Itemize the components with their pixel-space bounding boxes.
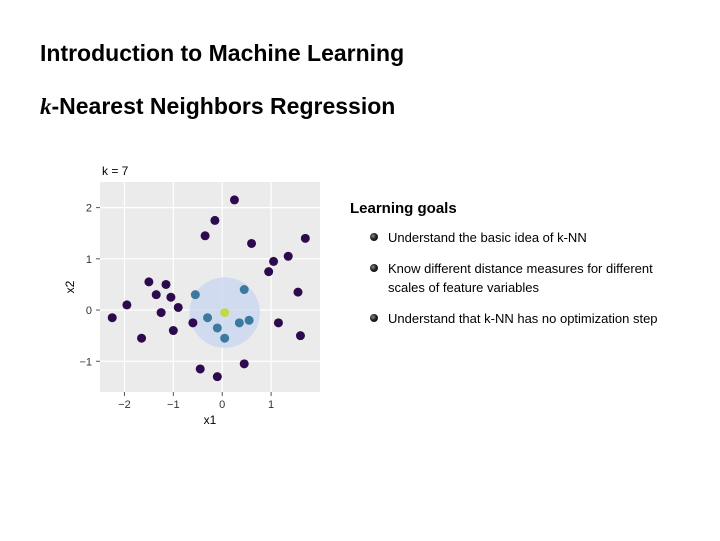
title-k: k (40, 94, 52, 119)
svg-text:x1: x1 (204, 413, 217, 427)
page-title-1: Introduction to Machine Learning (40, 40, 680, 67)
page-title-2: k-Nearest Neighbors Regression (40, 93, 680, 120)
svg-text:2: 2 (86, 203, 92, 215)
svg-text:1: 1 (86, 254, 92, 266)
svg-text:0: 0 (219, 399, 225, 411)
knn-scatter-chart: −2 −1 0 1 −1 0 1 2 x1 x2 k = 7 (60, 160, 330, 433)
svg-text:−1: −1 (79, 356, 92, 368)
learning-goals: Learning goals Understand the basic idea… (350, 160, 680, 340)
goals-list: Understand the basic idea of k-NN Know d… (350, 229, 680, 328)
goal-item: Understand that k-NN has no optimization… (374, 310, 680, 329)
title-rest: -Nearest Neighbors Regression (52, 93, 396, 119)
svg-text:−2: −2 (118, 399, 131, 411)
svg-text:0: 0 (86, 305, 92, 317)
svg-text:k = 7: k = 7 (102, 164, 129, 178)
svg-text:x2: x2 (63, 280, 77, 293)
svg-text:−1: −1 (167, 399, 180, 411)
goals-heading: Learning goals (350, 200, 680, 217)
svg-text:1: 1 (268, 399, 274, 411)
goal-item: Understand the basic idea of k-NN (374, 229, 680, 248)
content-row: −2 −1 0 1 −1 0 1 2 x1 x2 k = 7 Learning goals Unde… (40, 160, 680, 433)
goal-item: Know different distance measures for dif… (374, 260, 680, 298)
